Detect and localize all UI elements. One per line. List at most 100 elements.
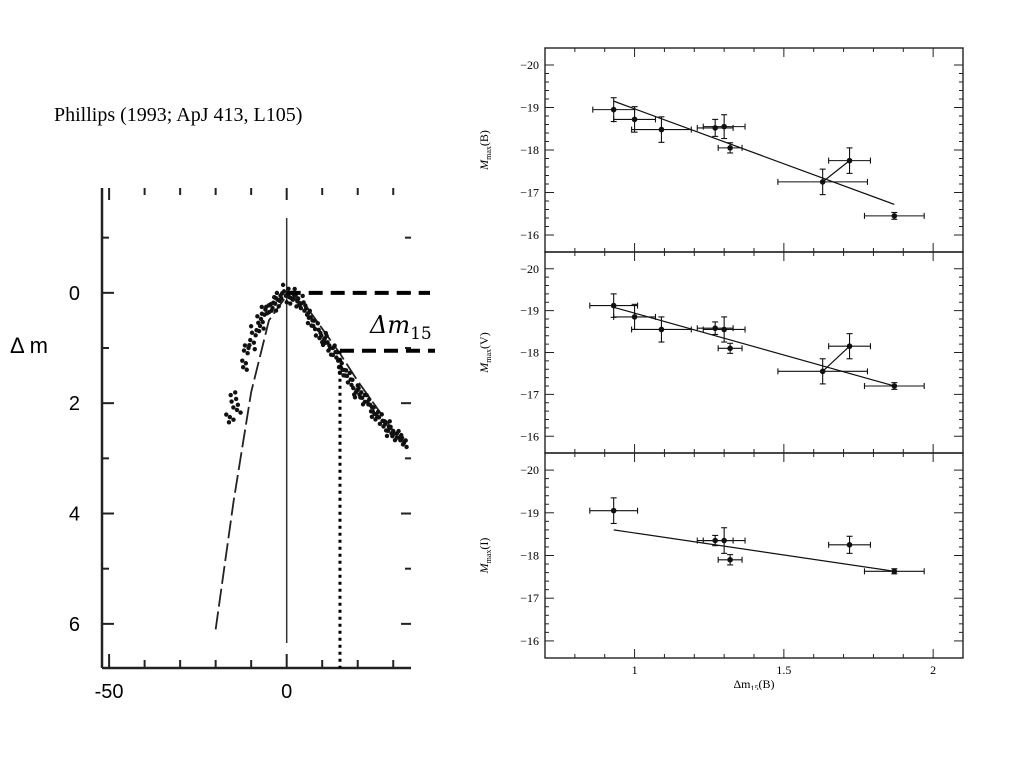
observation-point [233,390,238,395]
x-tick-label: -50 [95,681,124,703]
observation-point [403,438,408,443]
observation-point [242,343,248,348]
observation-point [272,301,278,306]
observation-point [359,395,365,401]
observation-point [270,305,275,311]
fit-line-V [613,306,895,387]
observation-point [319,333,324,338]
observation-point [248,324,254,329]
y-axis-label-V: Mmax(V) [477,332,493,373]
observation-point [367,402,373,407]
data-point [819,179,826,185]
observation-point [327,345,333,351]
observation-point [291,296,296,301]
observation-point [350,377,355,383]
observation-point [343,368,349,373]
observation-point [387,426,392,431]
y-tick-label: 4 [69,504,80,526]
panel-frame-V [544,251,964,454]
observation-point [284,300,289,305]
x-axis-label: Δm15(B) [733,677,774,690]
observation-point [351,385,356,391]
y-tick-label: −19 [520,304,539,318]
y-tick-label: −16 [520,228,539,242]
observation-point [273,308,279,313]
observation-point [400,442,406,447]
observation-point [379,412,384,417]
observation-point [274,290,280,296]
observation-point [273,295,279,301]
y-tick-label: 6 [69,614,80,636]
observation-point [371,405,376,410]
x-tick-label: 1.5 [776,663,791,677]
y-axis-label: Δ m [10,333,48,358]
observation-point [339,361,344,366]
data-point [727,345,733,352]
observation-point [238,410,243,415]
y-tick-label: −16 [520,634,539,648]
observation-point [240,358,245,363]
observation-point [244,367,249,372]
observation-point [370,409,375,414]
observation-point [261,326,266,331]
observation-point [347,370,352,376]
observation-point [286,286,291,291]
observation-point [344,373,350,379]
observation-point [332,343,337,348]
observation-point [276,304,281,309]
observation-point [280,282,286,288]
observation-point [288,301,293,306]
data-point [721,537,727,544]
observation-point [312,318,317,323]
connector-line-B [822,160,850,183]
connector-line-V [822,345,850,372]
observation-point [375,409,381,414]
observation-point [252,346,257,352]
observation-point [312,326,318,332]
observation-point [335,350,340,355]
observation-point [364,393,369,398]
data-point [631,116,638,123]
observation-point [307,308,312,314]
data-point [712,125,718,131]
y-tick-label: −19 [520,506,539,520]
data-point [712,325,718,332]
observation-point [247,343,252,348]
observation-point [260,319,265,325]
observation-point [355,387,360,392]
observation-point [376,415,382,420]
observation-point [399,435,405,441]
observation-point [362,399,367,405]
observation-point [234,407,240,413]
y-tick-label: 0 [69,283,80,305]
light-curve-chart: 0 2 4 6 -50 0 Δ m Δm15 [10,188,435,703]
fit-line-I [613,529,895,572]
observation-point [266,303,272,308]
observation-point [377,421,383,426]
data-point [727,556,733,563]
observation-point [359,390,364,395]
observation-point [226,420,232,425]
observation-point [292,286,297,292]
observation-point [245,351,250,356]
observation-point [394,435,399,440]
data-point [610,106,617,113]
y-tick-label: −20 [520,262,539,276]
y-tick-label: −20 [520,463,539,477]
observation-point [352,395,358,400]
panel-frame-I [544,452,964,659]
observation-point [256,328,262,334]
observation-point [313,333,319,338]
observation-point [391,431,397,436]
observation-point [259,304,264,310]
data-point [846,542,853,548]
data-point [631,314,638,320]
observation-point [231,405,236,410]
x-tick-label: 2 [930,663,936,677]
observation-point [305,320,311,326]
panel-frame-B [544,47,964,253]
observation-point [233,396,239,402]
data-point [658,126,665,133]
observation-point [404,444,409,450]
y-tick-label: −17 [520,591,539,605]
